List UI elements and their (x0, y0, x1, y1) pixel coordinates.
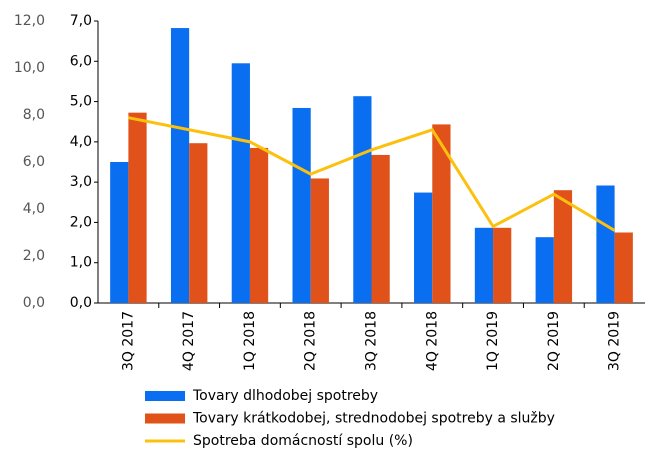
x-tick-label: 4Q 2018 (424, 311, 440, 371)
bar (493, 227, 512, 303)
bar (553, 190, 573, 303)
bar (189, 143, 208, 303)
x-tick-label: 3Q 2019 (607, 311, 623, 371)
y2-tick-label: 4,0 (23, 201, 45, 217)
y-tick-label: 4,0 (70, 134, 92, 150)
legend-label: Spotreba domácností spolu (%) (193, 433, 413, 449)
bar (170, 28, 190, 304)
y2-tick-label: 10,0 (14, 60, 45, 76)
x-tick-label: 2Q 2018 (303, 311, 319, 371)
x-tick-label: 1Q 2018 (242, 311, 258, 371)
bar (371, 154, 390, 303)
bar (249, 147, 269, 303)
bar (535, 237, 554, 303)
legend-label: Tovary dlhodobej spotreby (192, 388, 378, 404)
bar (614, 232, 633, 303)
line (128, 116, 616, 232)
y-tick-label: 7,0 (70, 13, 92, 29)
bar (353, 96, 372, 303)
bar (128, 112, 147, 304)
legend-swatch (145, 391, 185, 401)
bar (474, 227, 494, 303)
bar (292, 107, 311, 303)
x-tick-label: 2Q 2019 (546, 311, 562, 371)
y2-tick-label: 2,0 (23, 248, 45, 264)
y2-tick-label: 12,0 (14, 13, 45, 29)
y2-tick-label: 6,0 (23, 154, 45, 170)
legend-swatch (145, 413, 185, 424)
y-tick-label: 3,0 (70, 174, 92, 190)
legend-label: Tovary krátkodobej, strednodobej spotreb… (192, 411, 555, 427)
bar (310, 178, 329, 303)
bar (596, 185, 615, 303)
x-tick-label: 3Q 2018 (364, 311, 380, 371)
bar (231, 63, 250, 303)
x-tick-label: 3Q 2017 (120, 311, 136, 371)
bar (432, 124, 451, 304)
x-tick-label: 4Q 2017 (181, 311, 197, 371)
y-tick-label: 0,0 (70, 295, 92, 311)
x-tick-label: 1Q 2019 (485, 311, 501, 371)
y-tick-label: 5,0 (70, 94, 92, 110)
bar (414, 192, 433, 303)
y-tick-label: 1,0 (70, 255, 92, 271)
bar (110, 162, 129, 303)
y2-tick-label: 8,0 (23, 107, 45, 123)
y-tick-label: 2,0 (70, 214, 92, 230)
y-tick-label: 6,0 (70, 53, 92, 69)
y2-tick-label: 0,0 (23, 295, 45, 311)
